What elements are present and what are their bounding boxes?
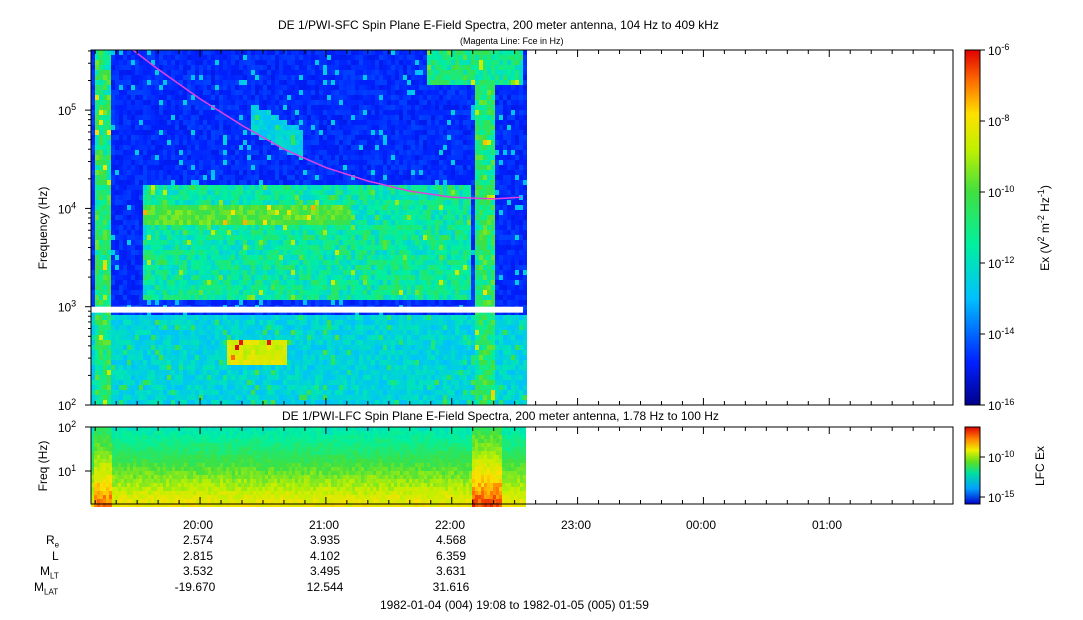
ephemeris-value: 4.568: [435, 533, 467, 547]
sfc-colorbar-gradient: [964, 49, 981, 406]
lfc-x-ticks: [94, 427, 935, 504]
ephemeris-label-mlt: MLT: [40, 564, 59, 581]
y-tick-label: 104: [58, 200, 76, 216]
ephemeris-value: 31.616: [432, 580, 470, 594]
bottom-panel-title: DE 1/PWI-LFC Spin Plane E-Field Spectra,…: [282, 409, 719, 423]
ephemeris-value: 3.935: [309, 533, 341, 547]
sfc-y-ticks: 102 103 104 105: [58, 50, 91, 413]
lfc-spectrogram-panel: 101 102: [58, 419, 954, 507]
x-tick-label: 01:00: [812, 518, 843, 532]
sfc-x-ticks: [94, 50, 935, 405]
top-panel-subtitle: (Magenta Line: Fce in Hz): [460, 36, 564, 46]
top-panel-title: DE 1/PWI-SFC Spin Plane E-Field Spectra,…: [278, 18, 719, 32]
lfc-colorbar-ticks: 10-10 10-15: [980, 449, 1014, 505]
ephemeris-value: 2.574: [182, 533, 214, 547]
lfc-y-axis-label: Freq (Hz): [36, 441, 50, 492]
sfc-colorbar-ticks: 10-6 10-8 10-10 10-12 10-14 10-16: [980, 42, 1014, 413]
y-tick-label: 10-10: [988, 449, 1014, 465]
x-tick-label: 00:00: [686, 518, 717, 532]
x-tick-label: 20:00: [183, 518, 214, 532]
lfc-colorbar-gradient: [964, 426, 981, 505]
lfc-colorbar-label: LFC Ex: [1033, 446, 1047, 486]
fce-line: [132, 49, 522, 200]
y-tick-label: 10-6: [988, 42, 1009, 58]
ephemeris-label-mlat: MLAT: [34, 580, 59, 597]
ephemeris-value: 3.532: [182, 564, 214, 578]
x-tick-label: 23:00: [561, 518, 592, 532]
ephemeris-value: 12.544: [306, 580, 344, 594]
x-tick-label: 21:00: [309, 518, 340, 532]
lfc-y-ticks: 101 102: [58, 419, 91, 479]
sfc-colorbar-label: Ex (V2 m-2 Hz-1): [1036, 185, 1052, 271]
sfc-colorbar: 10-6 10-8 10-10 10-12 10-14 10-16: [964, 42, 1014, 413]
ephemeris-value: 6.359: [435, 549, 467, 563]
sfc-spectrogram-cells: [91, 50, 527, 405]
y-tick-label: 10-15: [988, 489, 1014, 505]
sfc-y-axis-label: Frequency (Hz): [36, 187, 50, 270]
x-tick-label: 22:00: [435, 518, 466, 532]
lfc-colorbar: 10-10 10-15: [964, 426, 1014, 505]
y-tick-label: 102: [58, 397, 76, 413]
y-tick-label: 105: [58, 102, 76, 118]
sfc-frequency-gap: [91, 306, 524, 313]
sfc-spectrogram-panel: 102 103 104 105: [58, 49, 954, 413]
ephemeris-value: 2.815: [182, 549, 214, 563]
ephemeris-value: 4.102: [309, 549, 341, 563]
y-tick-label: 10-16: [988, 397, 1014, 413]
lfc-spectrogram-cells: [91, 427, 526, 507]
ephemeris-value: 3.631: [435, 564, 467, 578]
ephemeris-label-l: L: [52, 549, 59, 563]
y-tick-label: 10-8: [988, 113, 1009, 129]
y-tick-label: 10-14: [988, 326, 1014, 342]
lfc-frame: [90, 426, 954, 505]
sfc-frame: [90, 49, 954, 406]
ephemeris-label-re: Re: [46, 533, 60, 550]
y-tick-label: 101: [58, 463, 76, 479]
y-tick-label: 10-10: [988, 184, 1014, 200]
y-tick-label: 103: [58, 299, 76, 315]
time-range: 1982-01-04 (004) 19:08 to 1982-01-05 (00…: [380, 598, 649, 612]
ephemeris-value: 3.495: [309, 564, 341, 578]
y-tick-label: 10-12: [988, 255, 1014, 271]
ephemeris-value: -19.670: [174, 580, 216, 594]
y-tick-label: 102: [58, 419, 76, 435]
